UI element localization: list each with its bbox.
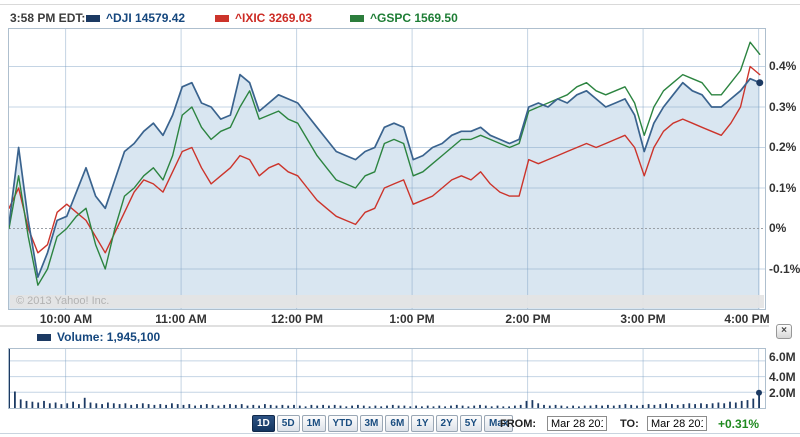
x-axis-label: 2:00 PM (505, 312, 551, 326)
dji-quote: ^DJI 14579.42 (106, 11, 185, 25)
gspc-symbol: ^GSPC (370, 11, 412, 25)
close-button[interactable]: × (776, 324, 792, 339)
x-axis-label: 10:00 AM (39, 312, 93, 326)
to-label: TO: (620, 418, 639, 430)
y-axis-label: 0% (769, 221, 787, 235)
to-date-input[interactable] (647, 416, 707, 431)
ixic-quote: ^IXIC 3269.03 (235, 11, 312, 25)
x-axis-label: 4:00 PM (724, 312, 770, 326)
dji-value: 14579.42 (135, 11, 186, 25)
range-button-ytd[interactable]: YTD (327, 415, 358, 432)
range-button-1y[interactable]: 1Y (411, 415, 434, 432)
x-axis-label: 3:00 PM (620, 312, 666, 326)
volume-axis-label: 4.0M (769, 370, 796, 384)
gspc-value: 1569.50 (414, 11, 458, 25)
top-divider (0, 4, 800, 5)
from-date-input[interactable] (547, 416, 607, 431)
bottom-divider (0, 433, 800, 434)
range-button-1d[interactable]: 1D (252, 415, 275, 432)
change-percent: +0.31% (718, 417, 760, 431)
price-chart-canvas (9, 29, 765, 309)
y-axis-label: 0.1% (769, 181, 797, 195)
range-button-6m[interactable]: 6M (385, 415, 410, 432)
range-button-max[interactable]: Max (484, 415, 514, 432)
range-buttons: 1D 5D 1M YTD 3M 6M 1Y 2Y 5Y Max (252, 415, 515, 433)
from-label: FROM: (500, 418, 537, 430)
range-button-1m[interactable]: 1M (301, 415, 326, 432)
volume-axis-label: 6.0M (769, 350, 796, 364)
dji-color-swatch-icon (86, 15, 100, 22)
volume-word: Volume: (57, 330, 104, 344)
dji-symbol: ^DJI (106, 11, 132, 25)
copyright-notice: © 2013 Yahoo! Inc. (16, 295, 110, 307)
axis-divider (0, 325, 769, 327)
copyright-band: © 2013 Yahoo! Inc. (10, 295, 764, 308)
range-button-5d[interactable]: 5D (276, 415, 300, 432)
volume-axis-label: 2.0M (769, 386, 796, 400)
range-button-3m[interactable]: 3M (359, 415, 384, 432)
quote-time-label: 3:58 PM EDT: (10, 11, 86, 25)
volume-label: Volume: 1,945,100 (57, 330, 160, 344)
gspc-quote: ^GSPC 1569.50 (370, 11, 458, 25)
price-chart-plot[interactable]: © 2013 Yahoo! Inc. (8, 28, 766, 310)
legend-row: 3:58 PM EDT: ^DJI 14579.42 ^IXIC 3269.03… (0, 10, 800, 26)
volume-chart-plot[interactable] (8, 348, 766, 409)
y-axis-label: 0.3% (769, 100, 797, 114)
x-axis-label: 11:00 AM (155, 312, 207, 326)
ixic-symbol: ^IXIC (235, 11, 266, 25)
range-button-5y[interactable]: 5Y (459, 415, 483, 432)
ixic-color-swatch-icon (215, 15, 229, 22)
x-axis-label: 1:00 PM (389, 312, 435, 326)
range-button-2y[interactable]: 2Y (435, 415, 458, 432)
y-axis-label: 0.2% (769, 140, 797, 154)
x-axis-label: 12:00 PM (270, 312, 324, 326)
gspc-color-swatch-icon (350, 15, 364, 22)
y-axis-label: 0.4% (769, 59, 797, 73)
volume-color-swatch-icon (37, 334, 51, 341)
ixic-value: 3269.03 (268, 11, 313, 25)
close-icon: × (781, 325, 787, 336)
y-axis-label: -0.1% (769, 262, 800, 276)
volume-value: 1,945,100 (106, 330, 161, 344)
volume-chart-canvas (8, 349, 765, 408)
